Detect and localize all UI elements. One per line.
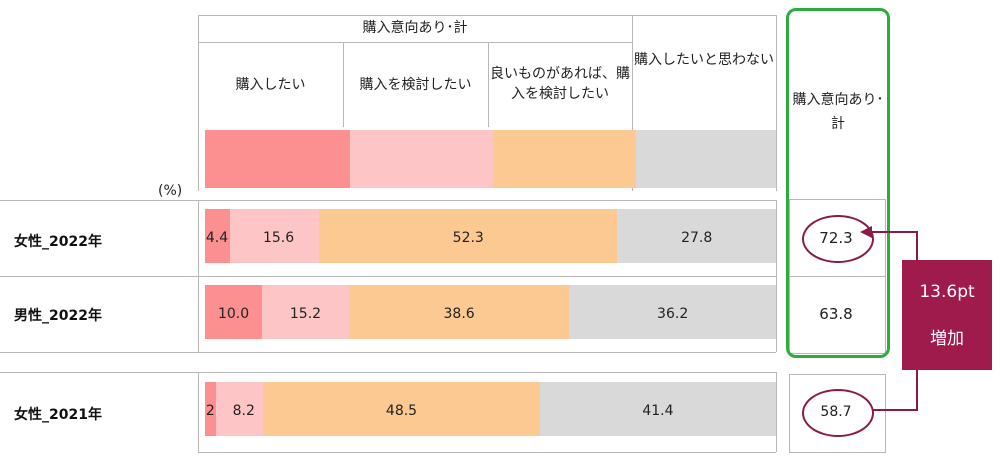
row3-left-line <box>198 372 199 452</box>
arrow-head <box>860 226 872 238</box>
row-label-female-2022: 女性_2022年 <box>14 234 102 250</box>
total-value-male-2022: 63.8 <box>819 305 853 323</box>
increase-callout: 13.6pt 増加 <box>902 260 992 370</box>
legend-swatch-if-good <box>493 130 636 188</box>
row-label-male-2022: 男性_2022年 <box>14 308 102 324</box>
legend-label-consider: 購入を検討したい <box>359 77 472 93</box>
row-label-female-2021: 女性_2021年 <box>14 407 102 423</box>
bar-value-label: 36.2 <box>657 306 689 322</box>
legend-label-if-good: 良いものがあれば、購入を検討したい <box>490 66 630 102</box>
header-top-line <box>198 15 776 16</box>
bar-value-label: 4.4 <box>205 230 229 246</box>
bar-value-label: 10.0 <box>217 306 250 322</box>
legend-swatch-not-buy <box>636 130 776 188</box>
row-left-line <box>198 200 199 352</box>
legend-label-buy: 購入したい <box>235 77 306 93</box>
row-separator-4 <box>0 372 776 373</box>
total-value-female-2021: 58.7 <box>820 404 852 420</box>
row-right-line <box>776 200 777 352</box>
bar-value-label: 52.3 <box>452 230 484 246</box>
total-box-male-2022 <box>789 276 886 354</box>
legend-swatch-buy <box>205 130 350 188</box>
percent-unit-label: (%) <box>158 183 183 199</box>
bar-value-label: 41.4 <box>642 403 674 419</box>
bar-value-label: 38.6 <box>443 306 475 322</box>
bar-segment-if-good <box>319 209 618 263</box>
bar-value-label: 48.5 <box>385 403 418 419</box>
total-value-female-2022: 72.3 <box>819 229 853 247</box>
bar-segment-if-good <box>263 382 540 436</box>
highlight-box-total <box>786 8 890 358</box>
bar-segment-not-buy <box>539 382 776 436</box>
callout-value: 13.6pt <box>919 282 975 302</box>
legend-swatch-consider <box>350 130 493 188</box>
row3-right-line <box>776 372 777 452</box>
total-circle-female-2022 <box>802 215 874 263</box>
bar-segment-if-good <box>348 285 570 339</box>
total-header-label: 購入意向あり･計 <box>792 92 884 132</box>
bar-segment-consider <box>230 209 320 263</box>
bar-segment-not-buy <box>617 209 776 263</box>
header-right-line <box>776 15 777 191</box>
bar-segment-buy <box>205 285 263 339</box>
header-group-label: 購入意向あり･計 <box>362 20 468 36</box>
row-separator-3 <box>0 352 776 353</box>
bar-segment-buy <box>205 382 217 436</box>
bar-value-label: 15.6 <box>262 230 295 246</box>
bar-value-label: 15.2 <box>289 306 322 322</box>
row-separator-2 <box>0 276 776 277</box>
header-left-line <box>198 15 199 191</box>
bar-value-label: 27.8 <box>681 230 713 246</box>
header-col-divider-1 <box>343 42 344 127</box>
header-col-divider-2 <box>488 42 489 127</box>
row-separator-1 <box>0 200 776 201</box>
bar-segment-buy <box>205 209 231 263</box>
callout-text: 増加 <box>930 329 964 349</box>
bar-value-label: 8.2 <box>232 403 255 419</box>
legend-label-not-buy: 購入したいと思わない <box>634 52 774 68</box>
row3-bottom-line <box>198 452 776 453</box>
header-divider-line <box>632 15 633 191</box>
header-group-line <box>198 42 632 43</box>
bar-segment-consider <box>262 285 349 339</box>
bar-segment-consider <box>216 382 264 436</box>
bar-segment-not-buy <box>569 285 776 339</box>
total-circle-female-2021 <box>802 389 874 437</box>
